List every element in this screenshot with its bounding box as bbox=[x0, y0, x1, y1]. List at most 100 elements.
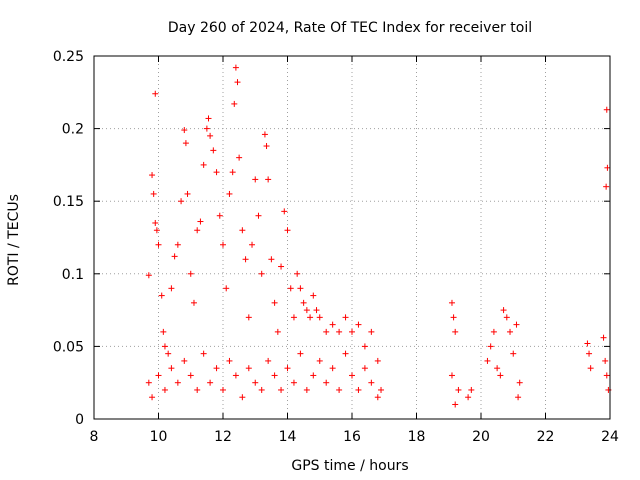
data-point bbox=[155, 241, 162, 248]
data-point bbox=[178, 198, 185, 205]
data-point bbox=[226, 190, 233, 197]
data-point bbox=[297, 285, 304, 292]
data-point bbox=[152, 90, 159, 97]
data-point bbox=[284, 365, 291, 372]
data-point bbox=[316, 314, 323, 321]
data-point bbox=[500, 307, 507, 314]
data-point bbox=[207, 132, 214, 139]
data-point bbox=[174, 379, 181, 386]
data-point bbox=[374, 357, 381, 364]
y-tick-label: 0.1 bbox=[62, 267, 84, 283]
data-point bbox=[603, 106, 610, 113]
data-point bbox=[349, 372, 355, 379]
data-point bbox=[361, 365, 368, 372]
data-point bbox=[245, 365, 252, 372]
data-point bbox=[342, 350, 349, 357]
data-point bbox=[232, 372, 239, 379]
data-point bbox=[145, 379, 152, 386]
data-point bbox=[271, 372, 278, 379]
data-point bbox=[290, 379, 297, 386]
data-point bbox=[220, 241, 226, 248]
data-point bbox=[487, 343, 494, 350]
data-point bbox=[236, 154, 243, 161]
data-point bbox=[513, 321, 520, 328]
data-point bbox=[603, 183, 610, 190]
data-point bbox=[174, 241, 181, 248]
data-point bbox=[160, 328, 167, 335]
data-point bbox=[468, 386, 475, 393]
axis-ticks bbox=[93, 55, 611, 420]
data-point bbox=[245, 314, 252, 321]
data-point bbox=[158, 292, 165, 299]
data-point bbox=[374, 394, 381, 401]
data-point bbox=[507, 328, 514, 335]
data-point bbox=[452, 328, 459, 335]
data-point bbox=[242, 256, 249, 263]
data-point bbox=[190, 299, 197, 306]
data-point bbox=[378, 386, 385, 393]
data-point bbox=[197, 218, 204, 225]
data-point bbox=[278, 263, 285, 270]
data-point bbox=[455, 386, 462, 393]
data-point bbox=[303, 307, 310, 314]
data-point bbox=[300, 299, 307, 306]
data-point bbox=[155, 372, 162, 379]
data-point bbox=[323, 379, 330, 386]
data-point bbox=[168, 365, 175, 372]
data-point bbox=[584, 340, 591, 347]
data-point bbox=[239, 394, 246, 401]
data-point bbox=[263, 143, 270, 150]
data-point bbox=[220, 386, 226, 393]
data-point bbox=[161, 386, 168, 393]
data-point bbox=[255, 212, 262, 219]
data-point bbox=[278, 386, 285, 393]
data-point bbox=[265, 357, 272, 364]
data-point bbox=[232, 64, 239, 71]
data-point bbox=[226, 357, 233, 364]
data-point bbox=[497, 372, 504, 379]
data-point bbox=[515, 394, 522, 401]
x-tick-label: 22 bbox=[537, 429, 555, 445]
data-point bbox=[187, 372, 194, 379]
x-tick-label: 10 bbox=[150, 429, 168, 445]
plot-frame bbox=[93, 55, 611, 420]
data-point bbox=[223, 285, 230, 292]
data-point bbox=[600, 334, 607, 341]
data-point bbox=[604, 164, 611, 171]
data-point bbox=[200, 350, 207, 357]
y-tick-label: 0.15 bbox=[53, 194, 84, 210]
data-point bbox=[187, 270, 194, 277]
x-tick-label: 16 bbox=[343, 429, 361, 445]
data-point bbox=[290, 314, 297, 321]
data-point bbox=[210, 147, 217, 154]
data-point bbox=[152, 219, 159, 226]
data-point bbox=[510, 350, 517, 357]
data-point bbox=[184, 190, 191, 197]
data-point bbox=[203, 125, 210, 132]
data-point bbox=[516, 379, 523, 386]
data-point bbox=[603, 372, 610, 379]
y-tick-labels: 0 0.05 0.1 0.15 0.2 0.25 bbox=[53, 49, 84, 428]
data-point bbox=[268, 256, 275, 263]
data-point bbox=[261, 131, 268, 138]
chart-title: Day 260 of 2024, Rate Of TEC Index for r… bbox=[168, 20, 532, 36]
data-point bbox=[336, 328, 343, 335]
x-tick-label: 18 bbox=[408, 429, 426, 445]
data-point bbox=[274, 328, 281, 335]
data-point bbox=[602, 357, 609, 364]
data-point bbox=[207, 379, 214, 386]
data-point bbox=[355, 321, 362, 328]
data-point bbox=[484, 357, 491, 364]
y-tick-label: 0 bbox=[75, 412, 84, 428]
data-point bbox=[181, 127, 188, 134]
y-tick-label: 0.05 bbox=[53, 339, 84, 355]
data-point bbox=[310, 372, 317, 379]
data-point bbox=[194, 386, 201, 393]
data-point bbox=[229, 169, 236, 176]
data-point bbox=[368, 328, 375, 335]
data-point bbox=[336, 386, 343, 393]
data-point bbox=[303, 386, 310, 393]
grid-lines bbox=[94, 56, 610, 419]
data-point bbox=[294, 270, 301, 277]
